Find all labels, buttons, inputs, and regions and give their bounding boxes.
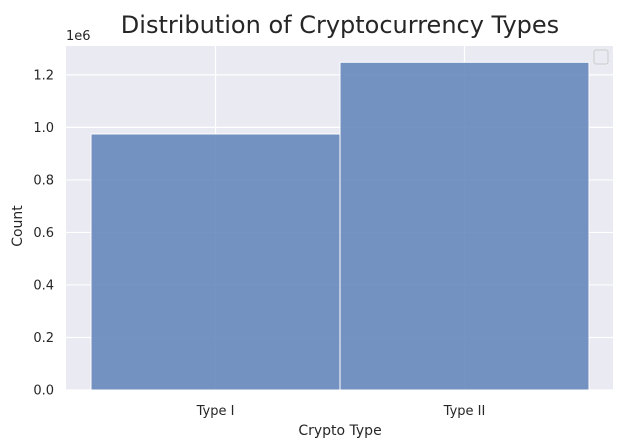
chart-title: Distribution of Cryptocurrency Types: [121, 11, 559, 39]
y-tick-label: 0.0: [33, 384, 54, 399]
y-tick-label: 0.4: [33, 278, 54, 293]
y-offset-label: 1e6: [66, 29, 91, 44]
y-tick-label: 0.8: [33, 173, 54, 188]
x-ticks: Type I Type II: [196, 404, 486, 419]
y-axis-label: Count: [10, 205, 26, 247]
bars: [90, 61, 590, 391]
bar-type-ii: [339, 61, 590, 391]
legend-box: [593, 49, 609, 65]
y-tick-label: 0.2: [33, 331, 54, 346]
x-axis-label: Crypto Type: [298, 423, 381, 439]
y-tick-label: 1.2: [33, 68, 54, 83]
y-ticks: 0.0 0.2 0.4 0.6 0.8 1.0 1.2: [33, 68, 54, 398]
x-tick-label: Type II: [443, 404, 486, 419]
y-tick-label: 1.0: [33, 121, 54, 136]
x-tick-label: Type I: [196, 404, 235, 419]
y-tick-label: 0.6: [33, 226, 54, 241]
bar-type-i: [90, 133, 341, 391]
